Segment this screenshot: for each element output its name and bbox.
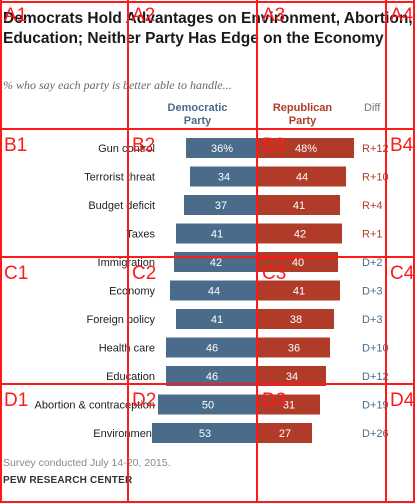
grid-cell-label: C4 (390, 263, 415, 284)
grid-cell-label: C3 (262, 263, 287, 284)
category-label: Abortion & contraception (35, 400, 155, 412)
democratic-value-label: 41 (211, 314, 223, 326)
category-label: Foreign policy (87, 314, 156, 326)
grid-cell-label: A4 (390, 5, 414, 26)
democratic-value-label: 46 (206, 343, 218, 355)
category-label: Taxes (126, 229, 155, 241)
category-label: Education (106, 371, 155, 383)
grid-cell-label: C1 (4, 263, 29, 284)
chart-title: Democrats Hold Advantages on Environment… (3, 10, 413, 47)
democratic-value-label: 37 (215, 200, 227, 212)
diff-header: Diff (364, 102, 381, 114)
republican-bar (258, 366, 326, 386)
grid-line-vertical (385, 0, 387, 503)
category-label: Terrorist threat (84, 172, 155, 184)
grid-line-horizontal (0, 128, 415, 130)
grid-cell-label: B3 (262, 135, 286, 156)
source-credit: PEW RESEARCH CENTER (3, 475, 133, 486)
grid-line-vertical (0, 0, 2, 503)
diff-value: R+12 (362, 143, 389, 155)
grid-cell-label: B1 (4, 135, 28, 156)
diff-value: D+19 (362, 400, 389, 412)
category-label: Economy (109, 286, 155, 298)
bar-chart: Gun control 36% 48% R+12 Terrorist threat 34 4… (35, 138, 389, 443)
democratic-value-label: 36% (211, 143, 233, 155)
diff-value: D+3 (362, 314, 383, 326)
democratic-bar (166, 337, 258, 358)
diff-value: R+1 (362, 229, 383, 241)
republican-value-label: 41 (293, 286, 305, 298)
democratic-value-label: 34 (218, 172, 230, 184)
diff-value: D+10 (362, 343, 389, 355)
category-label: Health care (99, 343, 155, 355)
republican-bar (258, 195, 340, 215)
democratic-bar (176, 309, 258, 329)
republican-bar (258, 394, 320, 415)
democratic-bar (186, 138, 258, 158)
democratic-bar (184, 195, 258, 215)
democratic-bar (190, 166, 258, 187)
republican-value-label: 42 (294, 229, 306, 241)
democratic-value-label: 46 (206, 371, 218, 383)
republican-bar (258, 223, 342, 244)
democratic-bar (158, 394, 258, 415)
category-label: Immigration (98, 257, 155, 269)
diff-value: D+26 (362, 428, 389, 440)
grid-cell-label: C2 (132, 263, 157, 284)
democratic-bar (166, 366, 258, 386)
grid-cell-label: D2 (132, 390, 157, 411)
category-label: Environment (93, 428, 155, 440)
republican-bar (258, 309, 334, 329)
grid-cell-label: B2 (132, 135, 156, 156)
republican-value-label: 48% (295, 143, 317, 155)
grid-cell-label: D1 (4, 390, 29, 411)
republican-value-label: 34 (286, 371, 298, 383)
republican-bar (258, 280, 340, 301)
category-label: Gun control (98, 143, 155, 155)
chart-subtitle: % who say each party is better able to h… (3, 78, 232, 92)
grid-line-horizontal (0, 1, 415, 3)
republican-bar (258, 337, 330, 358)
grid-cell-label: D3 (262, 390, 287, 411)
grid-cell-label: A2 (132, 5, 156, 26)
grid-line-horizontal (0, 383, 415, 385)
republican-value-label: 44 (296, 172, 308, 184)
republican-value-label: 40 (292, 257, 304, 269)
grid-cell-label: A1 (4, 5, 28, 26)
republican-value-label: 36 (288, 343, 300, 355)
republican-bar (258, 423, 312, 443)
category-label: Budget deficit (88, 200, 155, 212)
democratic-value-label: 41 (211, 229, 223, 241)
democratic-bar (170, 280, 258, 301)
survey-footnote: Survey conducted July 14-20, 2015. (3, 457, 171, 469)
grid-cell-label: D4 (390, 390, 415, 411)
diff-value: D+2 (362, 257, 383, 269)
republican-party-header: Republican Party (272, 102, 333, 127)
diff-value: D+3 (362, 286, 383, 298)
republican-bar (258, 138, 354, 158)
grid-line-horizontal (0, 256, 415, 258)
grid-line-horizontal (0, 501, 415, 503)
republican-value-label: 38 (290, 314, 302, 326)
republican-bar (258, 166, 346, 187)
democratic-value-label: 44 (208, 286, 220, 298)
democratic-value-label: 42 (210, 257, 222, 269)
grid-cell-label: A3 (262, 5, 286, 26)
democratic-bar (152, 423, 258, 443)
diff-value: R+10 (362, 172, 389, 184)
republican-value-label: 41 (293, 200, 305, 212)
democratic-party-header: Democratic Party (167, 102, 228, 127)
democratic-value-label: 50 (202, 400, 214, 412)
republican-value-label: 27 (279, 428, 291, 440)
grid-cell-label: B4 (390, 135, 414, 156)
democratic-value-label: 53 (199, 428, 211, 440)
grid-line-vertical (127, 0, 129, 503)
republican-value-label: 31 (283, 400, 295, 412)
grid-line-vertical (256, 0, 258, 503)
grid-line-vertical (413, 0, 415, 503)
diff-value: R+4 (362, 200, 383, 212)
diff-value: D+12 (362, 371, 389, 383)
democratic-bar (176, 223, 258, 244)
